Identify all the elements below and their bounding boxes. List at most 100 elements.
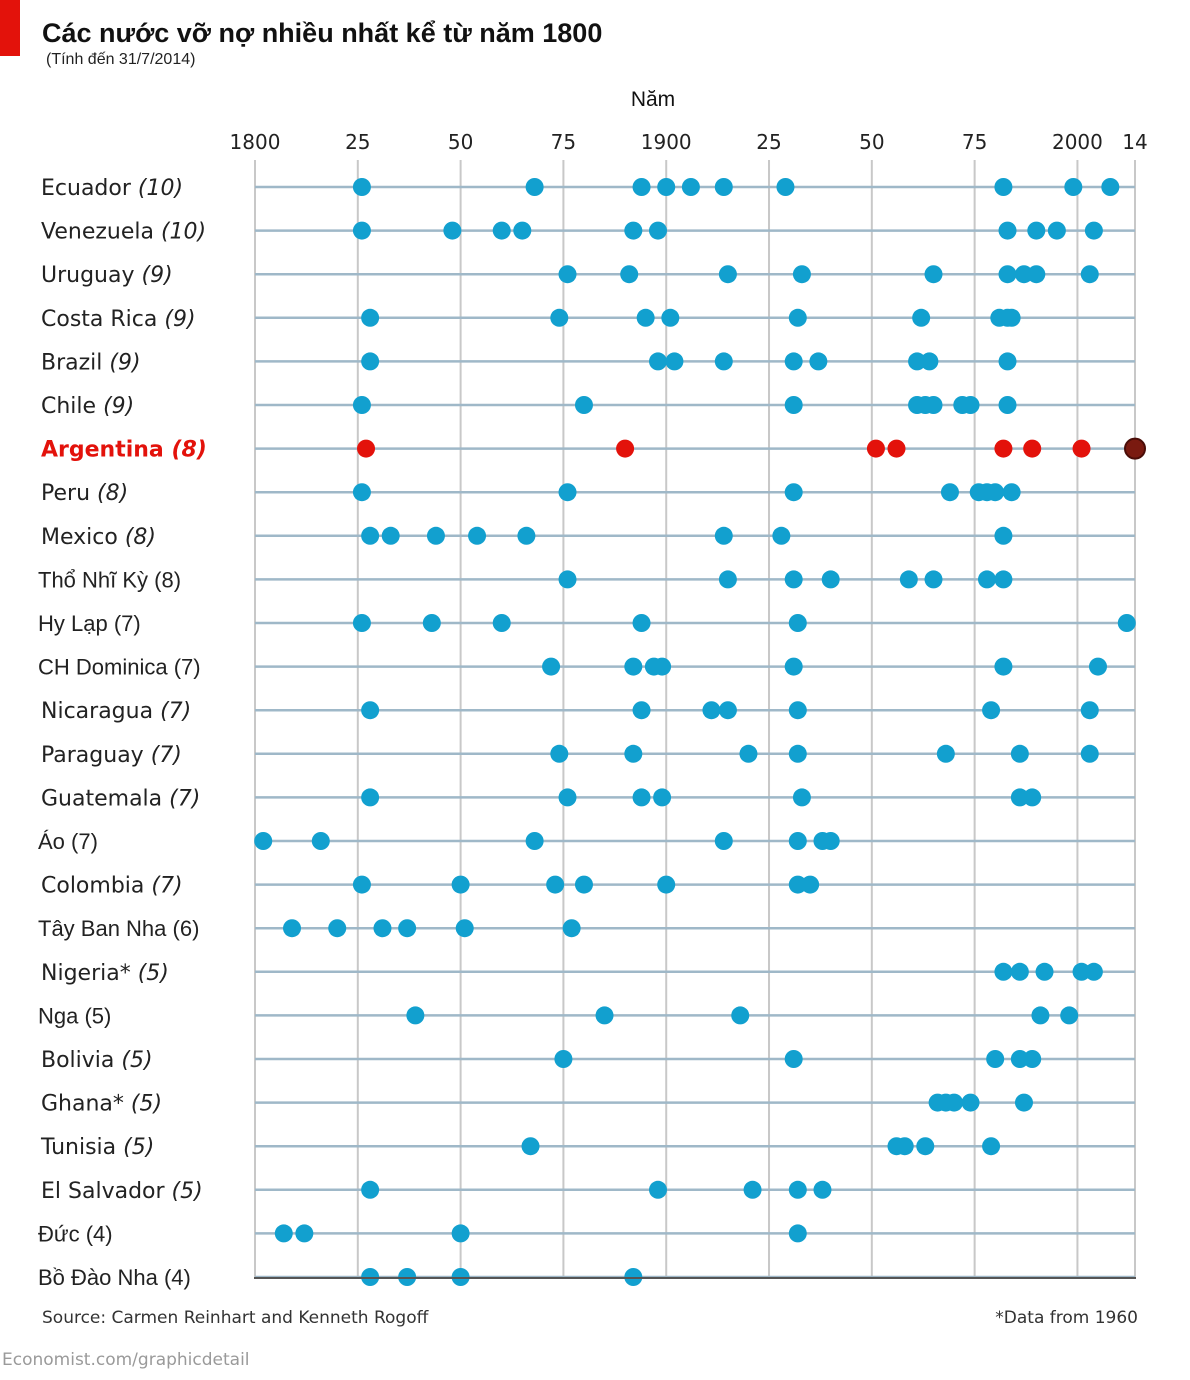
default-dot bbox=[784, 1050, 803, 1068]
default-count: (9) bbox=[164, 307, 195, 332]
default-dot bbox=[521, 1137, 540, 1156]
default-dot bbox=[895, 1137, 914, 1156]
default-dot bbox=[1027, 265, 1046, 284]
country-name: Ecuador bbox=[41, 176, 138, 201]
default-dot bbox=[595, 1006, 614, 1025]
x-tick-label: 75 bbox=[962, 130, 987, 154]
country-label: Colombia (7) bbox=[41, 874, 183, 899]
country-name: Tunisia bbox=[40, 1135, 123, 1160]
country-label: Paraguay (7) bbox=[41, 743, 182, 768]
default-dot bbox=[492, 221, 511, 240]
country-label: CH Dominica (7) bbox=[38, 655, 201, 680]
default-dot bbox=[426, 526, 445, 545]
default-dot bbox=[792, 788, 811, 807]
default-dot bbox=[718, 701, 737, 720]
default-dot bbox=[352, 178, 371, 196]
default-dot bbox=[406, 1006, 425, 1025]
default-dot bbox=[513, 221, 532, 240]
default-dot bbox=[986, 1050, 1005, 1068]
default-dot bbox=[295, 1224, 314, 1243]
default-dot bbox=[574, 875, 593, 894]
default-dot bbox=[998, 396, 1017, 414]
country-label: El Salvador (5) bbox=[41, 1179, 203, 1204]
default-dot bbox=[813, 1180, 832, 1199]
chart-subtitle: (Tính đến 31/7/2014) bbox=[46, 51, 196, 68]
default-dot bbox=[381, 526, 400, 545]
default-dot bbox=[361, 308, 380, 327]
default-dot bbox=[982, 1137, 1001, 1156]
country-label: Argentina (8) bbox=[41, 438, 207, 463]
default-dot bbox=[616, 439, 635, 458]
default-dot bbox=[681, 178, 700, 196]
default-dot bbox=[801, 875, 820, 894]
default-dot bbox=[702, 701, 721, 720]
default-dot bbox=[525, 832, 544, 850]
default-dot bbox=[665, 352, 684, 371]
default-count: (5) bbox=[131, 1092, 162, 1117]
default-dot bbox=[982, 701, 1001, 720]
country-name: Nicaragua bbox=[41, 699, 160, 724]
default-dot bbox=[352, 875, 371, 894]
default-dot bbox=[468, 526, 487, 545]
default-dot bbox=[924, 265, 943, 284]
default-count: (5) bbox=[123, 1135, 154, 1160]
default-count: (8) bbox=[125, 525, 156, 550]
default-dot bbox=[632, 614, 651, 632]
country-label: Tunisia (5) bbox=[40, 1135, 154, 1160]
x-tick-label: 50 bbox=[859, 130, 884, 154]
default-dot bbox=[558, 788, 577, 807]
default-dot bbox=[361, 352, 380, 371]
country-label: Nga (5) bbox=[38, 1003, 111, 1028]
default-count: (8) bbox=[171, 438, 206, 463]
default-dot bbox=[624, 221, 643, 240]
default-dot bbox=[899, 570, 918, 589]
country-label: Nicaragua (7) bbox=[41, 699, 191, 724]
default-dot bbox=[1027, 221, 1046, 240]
default-dot bbox=[994, 526, 1013, 545]
default-dot bbox=[542, 657, 561, 676]
country-name: Paraguay bbox=[41, 743, 151, 768]
country-label: Ecuador (10) bbox=[41, 176, 183, 201]
country-label: Brazil (9) bbox=[41, 350, 141, 375]
default-dot bbox=[1002, 308, 1021, 327]
default-dot bbox=[352, 614, 371, 632]
default-dot bbox=[657, 875, 676, 894]
default-dot bbox=[352, 396, 371, 414]
default-dot bbox=[574, 396, 593, 414]
default-dot bbox=[1080, 744, 1099, 763]
default-dot bbox=[1060, 1006, 1079, 1025]
default-dot bbox=[328, 919, 347, 938]
default-dot bbox=[1014, 1093, 1033, 1112]
default-dot bbox=[718, 570, 737, 589]
default-dot bbox=[924, 570, 943, 589]
default-dot bbox=[562, 919, 581, 938]
default-dot bbox=[788, 308, 807, 327]
default-dot bbox=[648, 1180, 667, 1199]
default-count: (10) bbox=[138, 176, 183, 201]
default-dot bbox=[357, 439, 376, 458]
default-dot bbox=[1014, 265, 1033, 284]
default-dot bbox=[443, 221, 462, 240]
default-dot bbox=[945, 1093, 964, 1112]
x-tick-label: 1800 bbox=[230, 130, 281, 154]
x-tick-label: 75 bbox=[551, 130, 576, 154]
default-dot bbox=[1010, 788, 1029, 807]
default-dot bbox=[788, 701, 807, 720]
default-dot bbox=[653, 657, 672, 676]
default-dot bbox=[788, 875, 807, 894]
economist-red-tab bbox=[0, 0, 20, 56]
default-dot bbox=[311, 832, 330, 850]
default-dot bbox=[1124, 437, 1146, 460]
default-dot bbox=[398, 919, 417, 938]
default-dot bbox=[1002, 483, 1021, 502]
default-count: (10) bbox=[161, 220, 206, 245]
default-dot bbox=[792, 265, 811, 284]
default-dot bbox=[361, 526, 380, 545]
default-dot bbox=[1117, 614, 1136, 632]
default-dot bbox=[986, 483, 1005, 502]
default-dot bbox=[788, 744, 807, 763]
default-dot bbox=[977, 570, 996, 589]
country-label: Peru (8) bbox=[41, 481, 128, 506]
default-dot bbox=[451, 1224, 470, 1243]
country-label: Venezuela (10) bbox=[41, 220, 206, 245]
